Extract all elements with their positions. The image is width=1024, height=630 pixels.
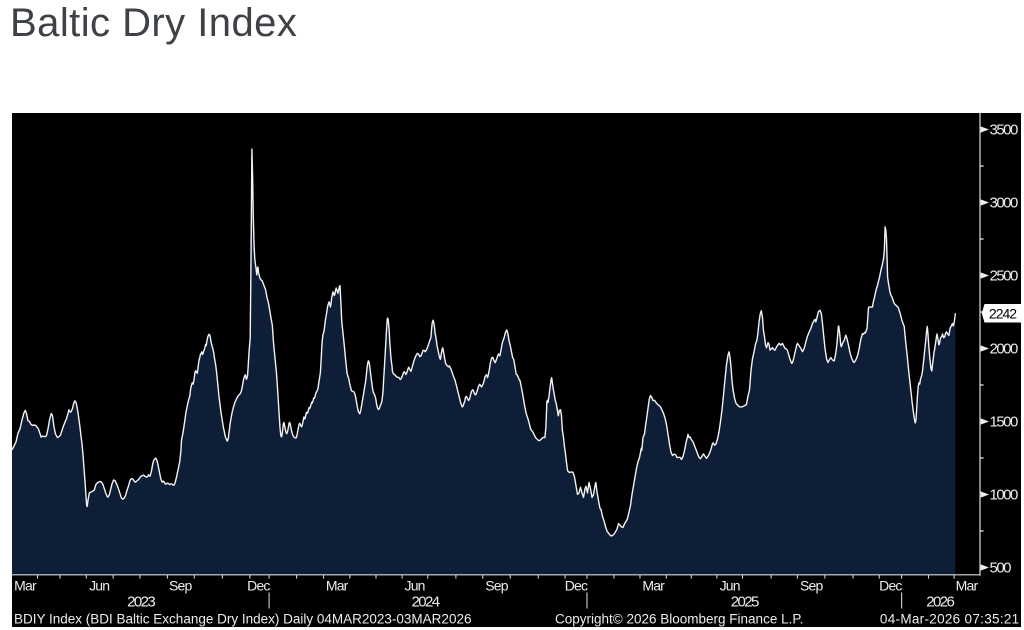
svg-text:2242: 2242 <box>989 306 1017 322</box>
svg-text:Jun: Jun <box>720 578 740 594</box>
svg-text:2025: 2025 <box>731 594 759 611</box>
svg-text:500: 500 <box>990 560 1012 577</box>
svg-text:1500: 1500 <box>990 414 1019 431</box>
svg-text:Mar: Mar <box>642 578 665 594</box>
svg-text:2026: 2026 <box>926 594 954 611</box>
svg-text:3000: 3000 <box>990 195 1019 212</box>
svg-text:BDIY Index (BDI Baltic Exchang: BDIY Index (BDI Baltic Exchange Dry Inde… <box>14 612 471 627</box>
svg-text:2023: 2023 <box>127 594 155 611</box>
svg-text:2024: 2024 <box>412 594 440 611</box>
svg-text:Sep: Sep <box>485 578 509 594</box>
svg-text:Dec: Dec <box>247 578 270 594</box>
svg-text:04-Mar-2026 07:35:21: 04-Mar-2026 07:35:21 <box>880 612 1020 627</box>
svg-text:Mar: Mar <box>956 578 979 594</box>
svg-text:Mar: Mar <box>326 578 349 594</box>
svg-text:1000: 1000 <box>990 487 1019 504</box>
svg-text:Dec: Dec <box>565 578 588 594</box>
svg-text:3500: 3500 <box>990 122 1019 139</box>
svg-text:Copyright© 2026 Bloomberg Fina: Copyright© 2026 Bloomberg Finance L.P. <box>555 612 803 627</box>
svg-text:Sep: Sep <box>169 578 193 594</box>
svg-text:Dec: Dec <box>879 578 902 594</box>
svg-text:Jun: Jun <box>89 578 109 594</box>
svg-text:Jun: Jun <box>405 578 425 594</box>
svg-text:2000: 2000 <box>990 341 1019 358</box>
svg-text:2500: 2500 <box>990 268 1019 285</box>
svg-text:Mar: Mar <box>14 578 37 594</box>
svg-text:Sep: Sep <box>800 578 824 594</box>
